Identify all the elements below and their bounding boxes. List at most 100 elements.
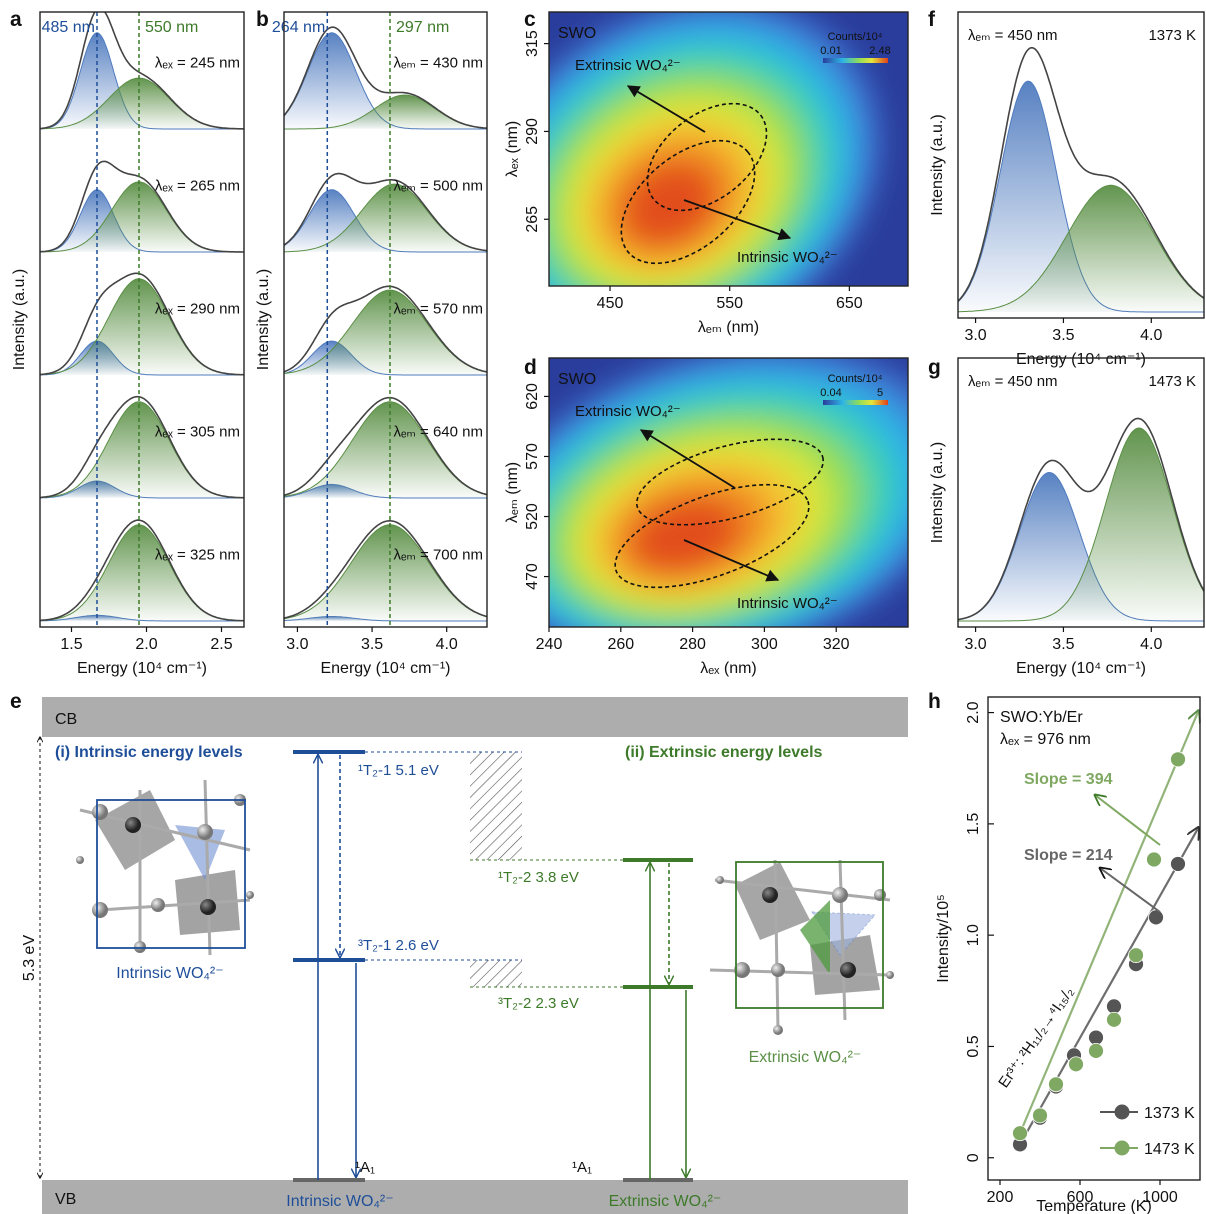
x-axis-label: Energy (10⁴ cm⁻¹) bbox=[1016, 660, 1146, 677]
plot-area bbox=[958, 418, 1204, 621]
annotation: Extrinsic WO₄²⁻ bbox=[575, 57, 681, 74]
colorbar bbox=[823, 400, 888, 405]
data-point bbox=[1013, 1126, 1028, 1141]
caption: Extrinsic WO₄²⁻ bbox=[749, 1049, 862, 1066]
x-tick-label: 450 bbox=[597, 295, 624, 312]
legend-marker bbox=[1115, 1105, 1130, 1120]
x-tick-label: 550 bbox=[716, 295, 743, 312]
spectrum-label: λₑₘ = 500 nm bbox=[393, 178, 483, 195]
component-peak bbox=[40, 279, 244, 375]
y-axis-label: λₑₓ (nm) bbox=[504, 121, 521, 178]
annotation: Er³⁺: ²H₁₁/₂→⁴I₁₅/₂ bbox=[995, 984, 1077, 1091]
x-tick-label: 300 bbox=[751, 636, 778, 653]
data-point bbox=[1089, 1030, 1104, 1045]
annotation: Intrinsic WO₄²⁻ bbox=[737, 249, 838, 266]
y-tick-label: 2.0 bbox=[965, 701, 982, 723]
x-tick-label: 3.5 bbox=[1052, 327, 1074, 344]
colorbar bbox=[823, 58, 888, 63]
x-tick-label: 4.0 bbox=[436, 636, 458, 653]
y-tick-label: 315 bbox=[524, 30, 541, 57]
x-tick-label: 2.0 bbox=[135, 636, 157, 653]
x-axis-label: λₑₘ (nm) bbox=[698, 319, 759, 336]
x-tick-label: 3.0 bbox=[964, 636, 986, 653]
panel-letter: f bbox=[928, 8, 936, 31]
level-label: ³T₂-2 2.3 eV bbox=[498, 995, 579, 1012]
data-point bbox=[1033, 1108, 1048, 1123]
data-point bbox=[1149, 910, 1164, 925]
marker-label: 550 nm bbox=[145, 19, 198, 36]
legend-marker bbox=[1115, 1141, 1130, 1156]
conduction-band bbox=[42, 697, 908, 737]
x-axis-label: Energy (10⁴ cm⁻¹) bbox=[1016, 351, 1146, 368]
marker-label: 264 nm bbox=[272, 19, 325, 36]
x-tick-label: 2.5 bbox=[210, 636, 232, 653]
x-tick-label: 240 bbox=[536, 636, 563, 653]
caption: Extrinsic WO₄²⁻ bbox=[609, 1193, 722, 1210]
y-axis-label: Intensity (a.u.) bbox=[929, 442, 946, 543]
panel-letter: c bbox=[524, 8, 536, 31]
gap-label: 5.3 eV bbox=[21, 935, 38, 982]
annotation: Intrinsic WO₄²⁻ bbox=[737, 595, 838, 612]
colorbar-title: Counts/10⁴ bbox=[828, 31, 883, 43]
spectrum-label: λₑₘ = 430 nm bbox=[393, 55, 483, 72]
spectrum-label: λₑₓ = 305 nm bbox=[155, 424, 240, 441]
y-tick-label: 0.5 bbox=[965, 1035, 982, 1057]
panel-letter: e bbox=[10, 690, 22, 713]
ground-label: ¹A₁ bbox=[572, 1159, 592, 1176]
y-tick-label: 520 bbox=[524, 503, 541, 530]
x-axis-label: Temperature (K) bbox=[1036, 1198, 1152, 1214]
x-tick-label: 260 bbox=[607, 636, 634, 653]
colorbar-label: 0.01 bbox=[820, 45, 841, 57]
data-point bbox=[1089, 1043, 1104, 1058]
sample-label: SWO bbox=[558, 25, 596, 42]
spectrum-label: λₑₘ = 450 nm bbox=[968, 27, 1058, 44]
spectrum-label: λₑₓ = 245 nm bbox=[155, 55, 240, 72]
x-tick-label: 3.0 bbox=[964, 327, 986, 344]
energy-diagram: CB VB 5.3 eV (i) Intrinsic energy levels… bbox=[21, 697, 908, 1214]
y-tick-label: 620 bbox=[524, 383, 541, 410]
y-axis-label: λₑₘ (nm) bbox=[504, 462, 521, 523]
level-label: ¹T₂-1 5.1 eV bbox=[358, 762, 439, 779]
annotation: SWO:Yb/Er bbox=[1000, 709, 1083, 726]
x-tick-label: 650 bbox=[836, 295, 863, 312]
legend-label: 1373 K bbox=[1144, 1105, 1195, 1122]
colorbar-label: 5 bbox=[877, 387, 883, 399]
valence-band bbox=[42, 1180, 908, 1214]
plot-area bbox=[958, 48, 1204, 312]
legend-label: 1473 K bbox=[1144, 1141, 1195, 1158]
data-point bbox=[1147, 852, 1162, 867]
section-title: (i) Intrinsic energy levels bbox=[55, 744, 243, 761]
x-tick-label: 4.0 bbox=[1140, 636, 1162, 653]
x-axis-label: Energy (10⁴ cm⁻¹) bbox=[320, 660, 450, 677]
panel-letter: h bbox=[928, 690, 941, 713]
colorbar-title: Counts/10⁴ bbox=[828, 373, 883, 385]
y-tick-label: 265 bbox=[524, 206, 541, 233]
y-axis-label: Intensity (a.u.) bbox=[11, 269, 28, 370]
extrinsic-structure bbox=[710, 860, 894, 1035]
y-tick-label: 1.5 bbox=[965, 813, 982, 835]
x-tick-label: 4.0 bbox=[1140, 327, 1162, 344]
x-tick-label: 3.5 bbox=[361, 636, 383, 653]
y-tick-label: 290 bbox=[524, 118, 541, 145]
x-tick-label: 3.5 bbox=[1052, 636, 1074, 653]
slope-label: Slope = 394 bbox=[1024, 771, 1113, 788]
panel-letter: d bbox=[524, 356, 537, 379]
spectrum-label: λₑₓ = 290 nm bbox=[155, 301, 240, 318]
caption: Intrinsic WO₄²⁻ bbox=[286, 1193, 393, 1210]
intrinsic-structure bbox=[76, 780, 254, 955]
spectrum-label: λₑₘ = 570 nm bbox=[393, 301, 483, 318]
arrow bbox=[1095, 795, 1160, 845]
annotation: Extrinsic WO₄²⁻ bbox=[575, 403, 681, 420]
y-axis-label: Intensity (a.u.) bbox=[929, 114, 946, 215]
ground-label: ¹A₁ bbox=[355, 1159, 375, 1176]
x-tick-label: 280 bbox=[679, 636, 706, 653]
y-tick-label: 570 bbox=[524, 443, 541, 470]
figure: 485 nm550 nmλₑₓ = 245 nmλₑₓ = 265 nmλₑₓ … bbox=[0, 0, 1206, 1214]
x-axis-label: λₑₓ (nm) bbox=[700, 660, 757, 677]
y-axis-label: Intensity/10⁵ bbox=[935, 894, 952, 982]
data-point bbox=[1107, 1012, 1122, 1027]
x-tick-label: 320 bbox=[823, 636, 850, 653]
marker-label: 485 nm bbox=[42, 19, 95, 36]
marker-label: 297 nm bbox=[396, 19, 449, 36]
